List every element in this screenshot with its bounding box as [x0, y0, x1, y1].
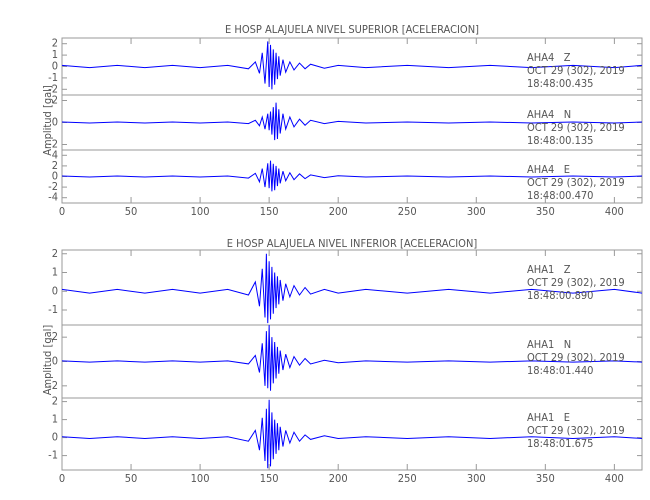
x-tick-label: 50	[125, 205, 138, 218]
y-tick-label: 2	[52, 395, 58, 408]
x-tick-label: 50	[125, 472, 138, 485]
y-tick-label: 0	[52, 431, 58, 444]
x-tick-label: 200	[329, 472, 348, 485]
x-tick-label: 200	[329, 205, 348, 218]
station-label: AHA4 E	[527, 163, 570, 176]
date-label: OCT 29 (302), 2019	[527, 121, 625, 134]
y-tick-label: 2	[52, 37, 58, 50]
station-label: AHA1 Z	[527, 263, 571, 276]
y-axis-label: Amplitud [gal]	[41, 85, 54, 156]
chart-title: E HOSP ALAJUELA NIVEL SUPERIOR [ACELERAC…	[225, 23, 479, 36]
x-tick-label: 400	[605, 205, 624, 218]
y-tick-label: -1	[48, 303, 58, 316]
y-tick-label: 2	[52, 247, 58, 260]
time-label: 18:48:01.440	[527, 364, 593, 377]
time-label: 18:48:00.890	[527, 289, 593, 302]
waveform	[61, 102, 643, 141]
time-label: 18:48:01.675	[527, 437, 593, 450]
y-tick-label: 0	[52, 60, 58, 73]
x-tick-label: 150	[260, 205, 279, 218]
x-tick-label: 300	[467, 472, 486, 485]
y-tick-label: 0	[52, 116, 58, 129]
y-tick-label: 0	[52, 355, 58, 368]
waveform	[61, 399, 643, 469]
x-tick-label: 100	[191, 205, 210, 218]
x-tick-label: 300	[467, 205, 486, 218]
x-tick-label: 250	[398, 472, 417, 485]
waveform	[61, 41, 643, 90]
y-tick-label: -1	[48, 449, 58, 462]
chart-title: E HOSP ALAJUELA NIVEL INFERIOR [ACELERAC…	[227, 237, 478, 250]
y-tick-label: 2	[52, 330, 58, 343]
y-tick-label: -2	[48, 180, 58, 193]
y-tick-label: 2	[52, 159, 58, 172]
x-tick-label: 250	[398, 205, 417, 218]
x-tick-label: 350	[536, 205, 555, 218]
y-tick-label: -2	[48, 379, 58, 392]
trace-frame	[61, 397, 643, 471]
x-tick-label: 150	[260, 472, 279, 485]
y-tick-label: 1	[52, 48, 58, 61]
waveform	[61, 324, 643, 391]
waveform	[61, 253, 643, 324]
station-label: AHA4 N	[527, 108, 571, 121]
y-tick-label: 0	[52, 284, 58, 297]
x-tick-label: 100	[191, 472, 210, 485]
y-tick-label: 2	[52, 94, 58, 107]
y-tick-label: -1	[48, 71, 58, 84]
date-label: OCT 29 (302), 2019	[527, 424, 625, 437]
y-tick-label: 1	[52, 413, 58, 426]
date-label: OCT 29 (302), 2019	[527, 276, 625, 289]
date-label: OCT 29 (302), 2019	[527, 64, 625, 77]
station-label: AHA1 N	[527, 338, 571, 351]
time-label: 18:48:00.470	[527, 189, 593, 202]
date-label: OCT 29 (302), 2019	[527, 176, 625, 189]
y-tick-label: -2	[48, 82, 58, 95]
x-tick-label: 350	[536, 472, 555, 485]
x-tick-label: 0	[59, 472, 65, 485]
y-tick-label: 1	[52, 266, 58, 279]
station-label: AHA1 E	[527, 411, 570, 424]
y-axis-label: Amplitud [gal]	[41, 325, 54, 396]
station-label: AHA4 Z	[527, 51, 571, 64]
y-tick-label: 0	[52, 170, 58, 183]
waveform	[61, 160, 643, 192]
time-label: 18:48:00.435	[527, 77, 593, 90]
y-tick-label: 4	[52, 148, 58, 161]
y-tick-label: -2	[48, 138, 58, 151]
time-label: 18:48:00.135	[527, 134, 593, 147]
x-tick-label: 400	[605, 472, 624, 485]
date-label: OCT 29 (302), 2019	[527, 351, 625, 364]
y-tick-label: -4	[48, 191, 58, 204]
x-tick-label: 0	[59, 205, 65, 218]
